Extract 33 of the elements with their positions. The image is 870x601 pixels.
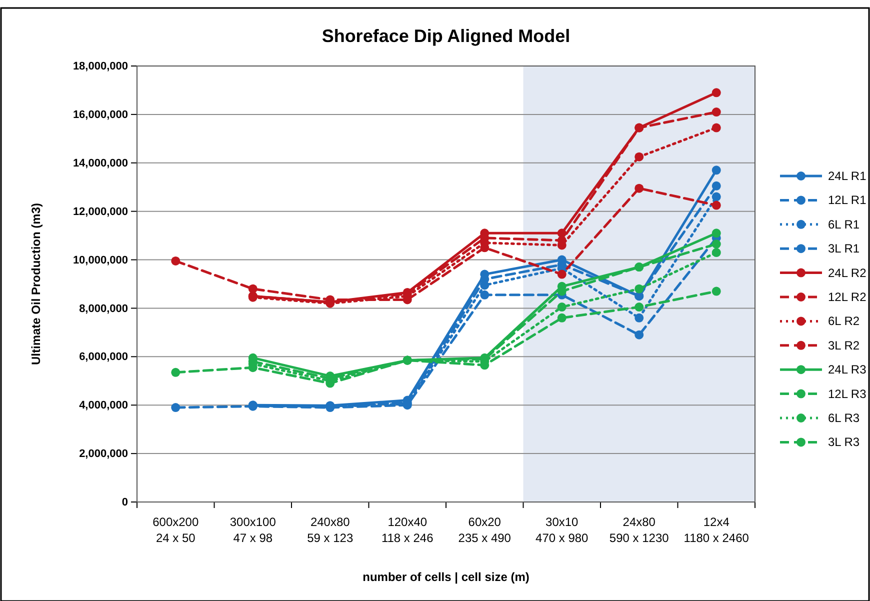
legend-label: 24L R1 bbox=[828, 169, 867, 183]
x-tick-label: 300x100 47 x 98 bbox=[230, 515, 276, 545]
y-tick-label: 14,000,000 bbox=[72, 157, 128, 170]
legend-label: 12L R1 bbox=[828, 193, 867, 208]
y-tick-label: 0 bbox=[122, 496, 128, 509]
legend-label: 12L R2 bbox=[828, 290, 867, 304]
legend-label: 6L R1 bbox=[828, 217, 860, 232]
x-tick-label: 240x80 59 x 123 bbox=[307, 515, 354, 545]
legend-label: 3L R1 bbox=[828, 242, 860, 256]
y-tick-label: 4,000,000 bbox=[79, 400, 128, 412]
legend-label: 12L R3 bbox=[828, 386, 867, 401]
x-tick-label: 600x200 24 x 50 bbox=[152, 515, 199, 545]
x-tick-label: 12x4 1180 x 2460 bbox=[684, 515, 750, 545]
legend-label: 3L R2 bbox=[828, 338, 860, 352]
x-tick-label: 120x40 118 x 246 bbox=[381, 515, 434, 545]
chart-title: Shoreface Dip Aligned Model bbox=[322, 26, 570, 46]
legend-label: 24L R3 bbox=[828, 362, 867, 377]
y-tick-label: 16,000,000 bbox=[72, 108, 128, 121]
x-tick-label: 24x80 590 x 1230 bbox=[609, 515, 670, 545]
y-tick-label: 8,000,000 bbox=[79, 302, 128, 315]
legend-label: 24L R2 bbox=[828, 266, 867, 280]
y-tick-label: 6,000,000 bbox=[79, 351, 128, 364]
x-tick-label: 30x10 470 x 980 bbox=[536, 515, 589, 545]
y-axis-title: Ultimate Oil Production (m3) bbox=[29, 202, 43, 366]
legend-label: 6L R3 bbox=[828, 411, 860, 425]
y-tick-label: 10,000,000 bbox=[72, 254, 128, 266]
x-axis-title: number of cells | cell size (m) bbox=[362, 570, 530, 584]
y-tick-label: 18,000,000 bbox=[72, 60, 128, 73]
legend-label: 3L R3 bbox=[828, 435, 860, 450]
y-tick-label: 12,000,000 bbox=[72, 206, 128, 218]
y-tick-label: 2,000,000 bbox=[79, 448, 128, 460]
x-tick-label: 60x20 235 x 490 bbox=[458, 515, 512, 545]
legend-label: 6L R2 bbox=[828, 314, 860, 328]
